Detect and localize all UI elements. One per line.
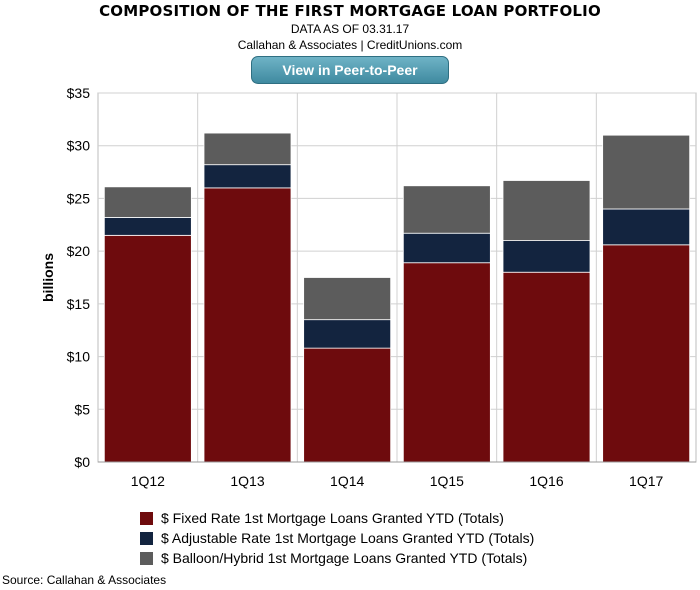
y-tick-label: $0 bbox=[74, 454, 90, 470]
bar-segment bbox=[303, 277, 392, 321]
x-tick-label: 1Q16 bbox=[529, 473, 563, 489]
chart-title: COMPOSITION OF THE FIRST MORTGAGE LOAN P… bbox=[99, 2, 601, 20]
y-tick-label: $20 bbox=[67, 243, 91, 259]
bar-segment bbox=[602, 244, 691, 463]
chart-legend: $ Fixed Rate 1st Mortgage Loans Granted … bbox=[140, 508, 534, 568]
x-tick-label: 1Q14 bbox=[330, 473, 364, 489]
legend-swatch bbox=[140, 551, 153, 565]
source-note: Source: Callahan & Associates bbox=[2, 573, 167, 587]
bar-segment bbox=[502, 240, 591, 273]
y-tick-label: $25 bbox=[67, 190, 91, 206]
stacked-bar-chart: $0 $5 $10 $15 $20 $25 $30 $35 1Q12 1Q13 1Q14 1Q15 1Q… bbox=[40, 85, 697, 489]
legend-swatch bbox=[140, 531, 153, 545]
legend-label: $ Adjustable Rate 1st Mortgage Loans Gra… bbox=[161, 530, 535, 546]
bar-segment bbox=[402, 185, 491, 234]
x-tick-label: 1Q15 bbox=[430, 473, 464, 489]
bar-segment bbox=[502, 271, 591, 463]
x-tick-label: 1Q12 bbox=[131, 473, 165, 489]
bar-segment bbox=[402, 262, 491, 463]
bar-segment bbox=[502, 180, 591, 241]
legend-swatch bbox=[140, 511, 153, 525]
bar-segment bbox=[303, 319, 392, 349]
y-tick-label: $5 bbox=[74, 401, 90, 417]
bar-segment bbox=[203, 164, 292, 189]
y-tick-label: $10 bbox=[67, 349, 91, 365]
y-axis-title: billions bbox=[40, 253, 56, 302]
data-date: DATA AS OF 03.31.17 bbox=[290, 22, 410, 36]
legend-label: $ Balloon/Hybrid 1st Mortgage Loans Gran… bbox=[161, 550, 528, 566]
bar-segment bbox=[203, 132, 292, 166]
bar-segment bbox=[402, 232, 491, 264]
legend-item-adjustable-rate: $ Adjustable Rate 1st Mortgage Loans Gra… bbox=[140, 528, 534, 548]
x-tick-label: 1Q13 bbox=[230, 473, 264, 489]
legend-item-fixed-rate: $ Fixed Rate 1st Mortgage Loans Granted … bbox=[140, 508, 534, 528]
y-tick-label: $15 bbox=[67, 296, 91, 312]
bar-segment bbox=[602, 208, 691, 246]
bar-segment bbox=[602, 134, 691, 210]
bar-segment bbox=[103, 186, 192, 218]
y-tick-label: $30 bbox=[67, 138, 91, 154]
y-tick-label: $35 bbox=[67, 85, 91, 101]
bar-segment bbox=[103, 234, 192, 463]
bar-segment bbox=[103, 217, 192, 236]
bar-segment bbox=[303, 347, 392, 463]
attribution: Callahan & Associates | CreditUnions.com bbox=[237, 38, 463, 52]
bar-segment bbox=[203, 187, 292, 463]
view-in-peer-to-peer-button[interactable]: View in Peer-to-Peer bbox=[251, 56, 449, 84]
legend-label: $ Fixed Rate 1st Mortgage Loans Granted … bbox=[161, 510, 504, 526]
legend-item-balloon-hybrid: $ Balloon/Hybrid 1st Mortgage Loans Gran… bbox=[140, 548, 534, 568]
x-tick-label: 1Q17 bbox=[629, 473, 663, 489]
